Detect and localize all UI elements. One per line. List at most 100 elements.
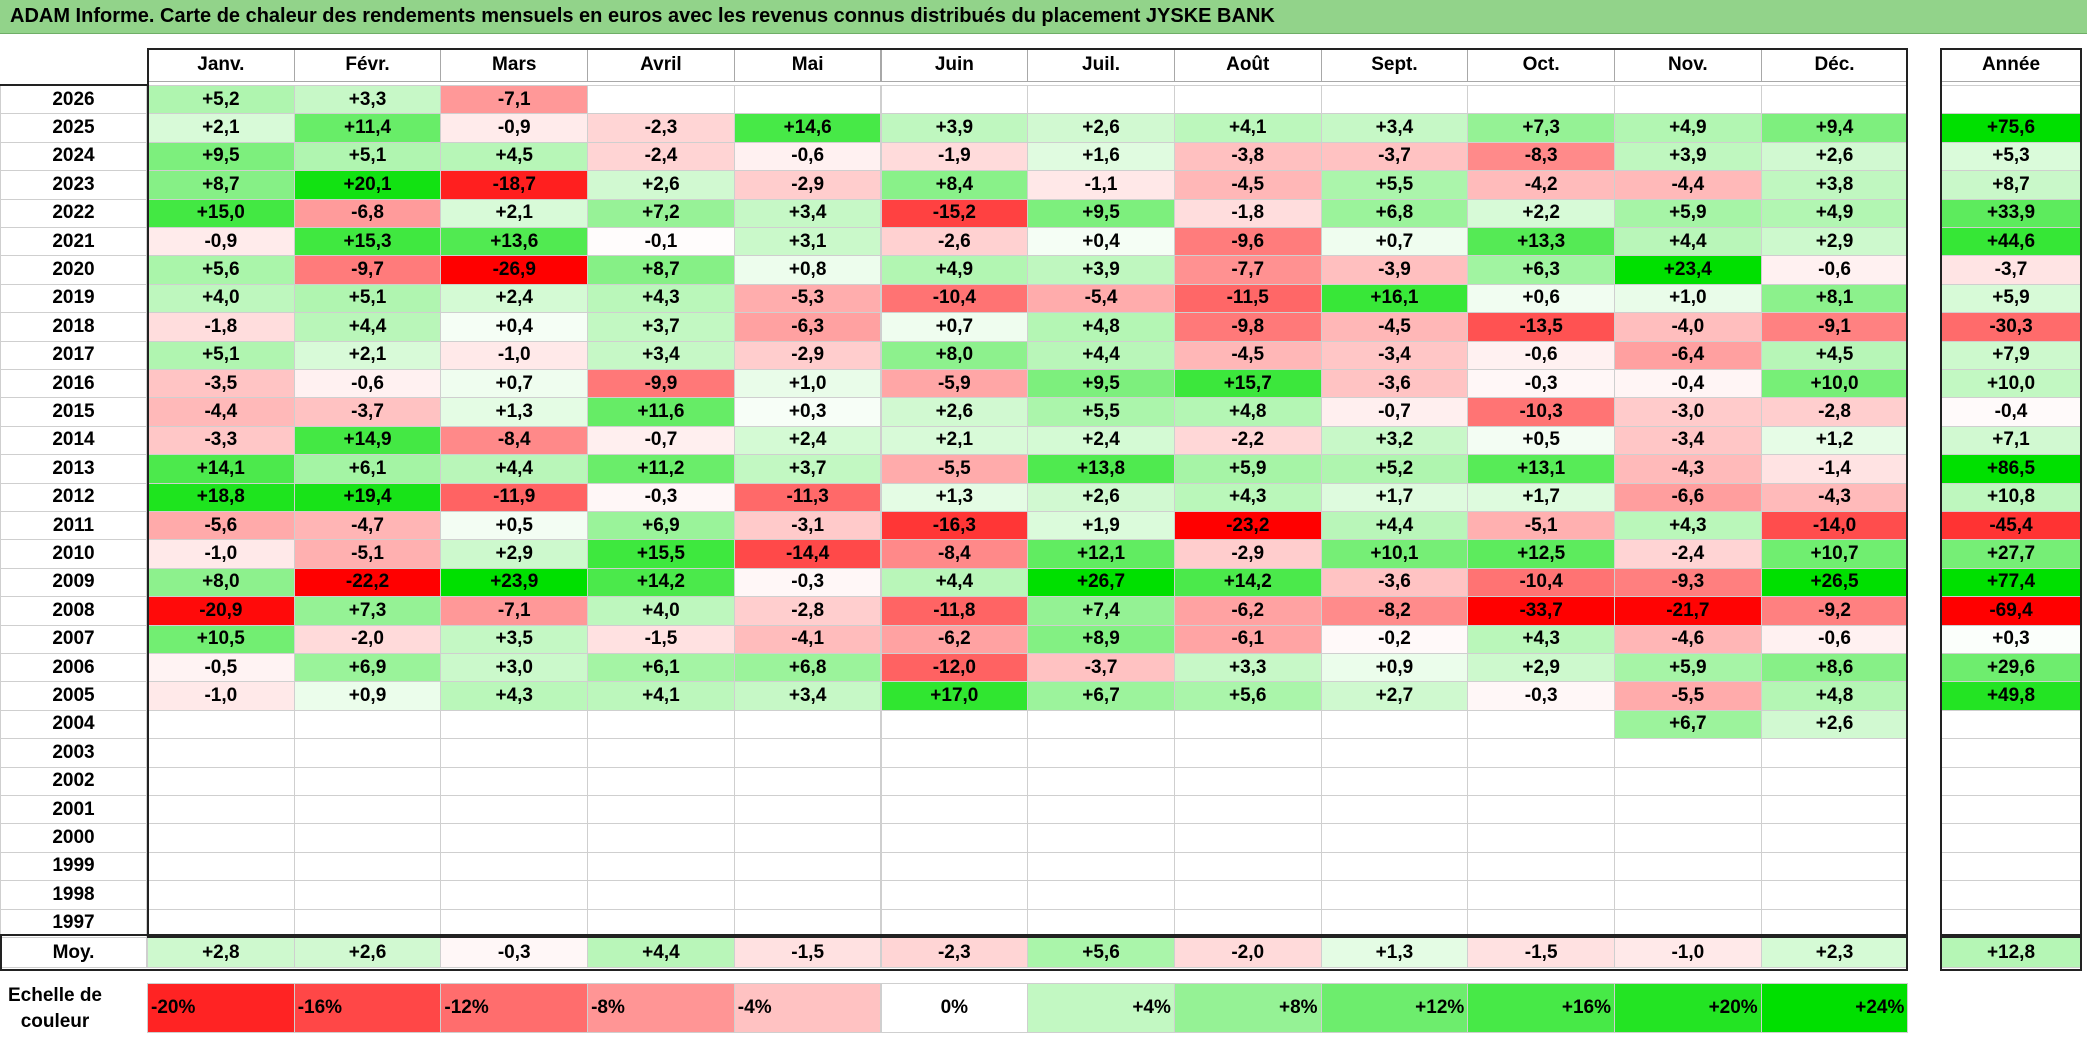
- heatmap-cell: +0,6: [1467, 283, 1615, 314]
- heatmap-cell: +3,3: [1173, 653, 1322, 683]
- heatmap-cell: [1027, 851, 1175, 882]
- heatmap-cell: -9,7: [293, 255, 442, 285]
- heatmap-cell: +10,5: [147, 624, 295, 654]
- heatmap-cell: +5,9: [1173, 454, 1322, 484]
- heatmap-cell: -6,3: [733, 312, 882, 342]
- heatmap-cell: -5,5: [880, 454, 1029, 484]
- heatmap-cell: +0,5: [1467, 425, 1615, 456]
- heatmap-cell: +6,8: [1320, 198, 1469, 228]
- heatmap-cell: -8,4: [880, 539, 1029, 569]
- heatmap-cell: -6,4: [1614, 340, 1762, 370]
- heatmap-cell: -1,1: [1027, 170, 1175, 200]
- heatmap-cell: +4,0: [587, 596, 735, 626]
- heatmap-cell: -0,4: [1614, 369, 1762, 399]
- heatmap-cell: [147, 880, 295, 910]
- year-label: 2013: [0, 454, 147, 484]
- month-header: Août: [1173, 48, 1322, 82]
- heatmap-cell: +4,9: [1614, 113, 1762, 143]
- year-label: 1999: [0, 851, 147, 882]
- heatmap-cell: -11,8: [880, 596, 1029, 626]
- heatmap-cell: -7,1: [440, 85, 589, 115]
- heatmap-cell: +3,9: [1027, 255, 1175, 285]
- heatmap-cell: -4,6: [1614, 624, 1762, 654]
- annual-cell: +77,4: [1940, 567, 2082, 598]
- heatmap-cell: [440, 795, 589, 825]
- heatmap-cell: +2,1: [440, 198, 589, 228]
- heatmap-cell: [440, 766, 589, 796]
- heatmap-cell: +8,7: [587, 255, 735, 285]
- heatmap-cell: +4,8: [1760, 681, 1909, 711]
- heatmap-cell: -6,2: [880, 624, 1029, 654]
- legend-title: Echelle de couleur: [8, 985, 102, 1032]
- heatmap-cell: +1,9: [1027, 511, 1175, 541]
- heatmap-cell: +4,8: [1027, 312, 1175, 342]
- heatmap-cell: +0,7: [880, 312, 1029, 342]
- heatmap-cell: -1,0: [147, 539, 295, 569]
- heatmap-cell: +6,8: [733, 653, 882, 683]
- heatmap-cell: [293, 823, 442, 853]
- heatmap-cell: +13,3: [1467, 227, 1615, 257]
- heatmap-cell: [733, 908, 882, 938]
- heatmap-cell: -0,3: [733, 567, 882, 598]
- year-label: 2003: [0, 738, 147, 768]
- heatmap-cell: -4,5: [1173, 340, 1322, 370]
- year-label: 2019: [0, 283, 147, 314]
- heatmap-cell: +11,4: [293, 113, 442, 143]
- heatmap-cell: +12,1: [1027, 539, 1175, 569]
- year-label: 2008: [0, 596, 147, 626]
- heatmap-cell: [293, 795, 442, 825]
- month-header: Juin: [880, 48, 1029, 82]
- heatmap-cell: +4,9: [880, 255, 1029, 285]
- heatmap-cell: -5,1: [293, 539, 442, 569]
- heatmap-cell: +8,7: [147, 170, 295, 200]
- heatmap-cell: [587, 880, 735, 910]
- heatmap-cell: +6,7: [1027, 681, 1175, 711]
- heatmap-cell: [147, 851, 295, 882]
- annual-cell: [1940, 851, 2082, 882]
- heatmap-cell: +4,4: [1027, 340, 1175, 370]
- heatmap-cell: +1,3: [880, 482, 1029, 512]
- heatmap-cell: +3,5: [440, 624, 589, 654]
- heatmap-cell: [1173, 795, 1322, 825]
- heatmap-cell: +8,4: [880, 170, 1029, 200]
- average-cell: +2,6: [293, 937, 442, 968]
- heatmap-cell: +0,9: [1320, 653, 1469, 683]
- legend-swatch: +8%: [1173, 983, 1322, 1033]
- average-cell: -2,3: [880, 937, 1029, 968]
- heatmap-cell: +3,9: [1614, 141, 1762, 172]
- heatmap-cell: -1,8: [147, 312, 295, 342]
- heatmap-cell: -5,1: [1467, 511, 1615, 541]
- heatmap-cell: +4,4: [293, 312, 442, 342]
- legend-swatch: +4%: [1027, 983, 1175, 1033]
- year-label: 2011: [0, 511, 147, 541]
- annual-cell: [1940, 85, 2082, 115]
- heatmap-cell: +4,4: [1320, 511, 1469, 541]
- heatmap-cell: +14,2: [587, 567, 735, 598]
- heatmap-cell: [733, 738, 882, 768]
- heatmap-cell: -0,3: [1467, 369, 1615, 399]
- heatmap-cell: -0,6: [733, 141, 882, 172]
- heatmap-cell: +9,5: [147, 141, 295, 172]
- heatmap-cell: +8,0: [880, 340, 1029, 370]
- heatmap-cell: +6,3: [1467, 255, 1615, 285]
- heatmap-cell: -4,2: [1467, 170, 1615, 200]
- heatmap-cell: +4,1: [1173, 113, 1322, 143]
- heatmap-cell: +2,9: [440, 539, 589, 569]
- heatmap-cell: [440, 823, 589, 853]
- heatmap-cell: -4,4: [147, 397, 295, 427]
- heatmap-cell: -1,9: [880, 141, 1029, 172]
- heatmap-cell: [733, 880, 882, 910]
- average-cell: +4,4: [587, 937, 735, 968]
- heatmap-cell: [147, 766, 295, 796]
- heatmap-cell: [1027, 766, 1175, 796]
- heatmap-cell: -9,9: [587, 369, 735, 399]
- annual-cell: -3,7: [1940, 255, 2082, 285]
- legend-swatch: -4%: [733, 983, 882, 1033]
- header-separator: [0, 84, 147, 86]
- legend-swatch: -8%: [587, 983, 735, 1033]
- heatmap-cell: +14,6: [733, 113, 882, 143]
- average-cell: +1,3: [1320, 937, 1469, 968]
- heatmap-cell: [1320, 85, 1469, 115]
- heatmap-cell: +1,0: [733, 369, 882, 399]
- heatmap-cell: -14,0: [1760, 511, 1909, 541]
